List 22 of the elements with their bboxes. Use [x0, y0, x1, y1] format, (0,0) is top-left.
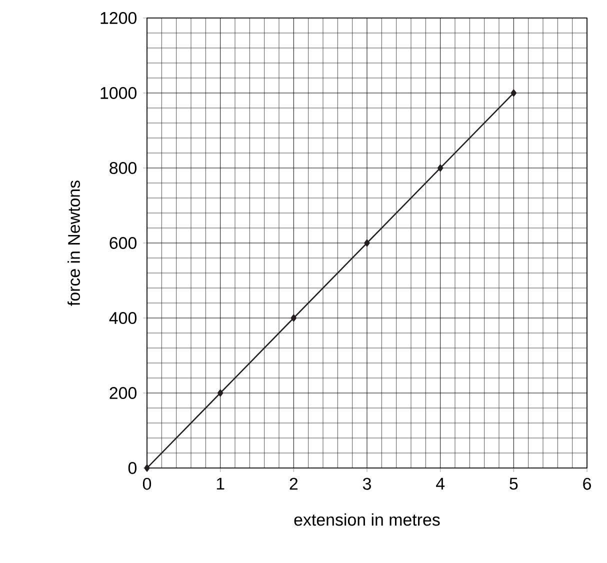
y-tick-label: 200: [110, 387, 136, 399]
point: [364, 239, 370, 247]
x-tick-label: 6: [583, 478, 591, 490]
x-tick-label: 2: [290, 478, 298, 490]
y-tick-label: 1000: [100, 87, 136, 99]
x-tick-label: 3: [362, 478, 371, 490]
y-axis-title: force in Newtons: [68, 180, 80, 306]
point: [510, 89, 517, 97]
x-tick-label: 4: [436, 478, 445, 490]
y-tick-label: 600: [110, 237, 136, 249]
x-tick-label: 5: [510, 478, 518, 490]
point: [217, 389, 224, 397]
x-axis-title: extension in metres: [294, 513, 440, 526]
point: [290, 314, 297, 322]
point: [144, 464, 150, 472]
y-tick-label: 1200: [100, 12, 136, 24]
x-tick-label: 0: [142, 478, 152, 490]
y-tick-label: 400: [109, 312, 136, 324]
y-tick-label: 800: [110, 162, 136, 174]
x-tick-label: 1: [216, 478, 224, 490]
point: [437, 164, 444, 172]
y-tick-label: 0: [128, 462, 137, 474]
